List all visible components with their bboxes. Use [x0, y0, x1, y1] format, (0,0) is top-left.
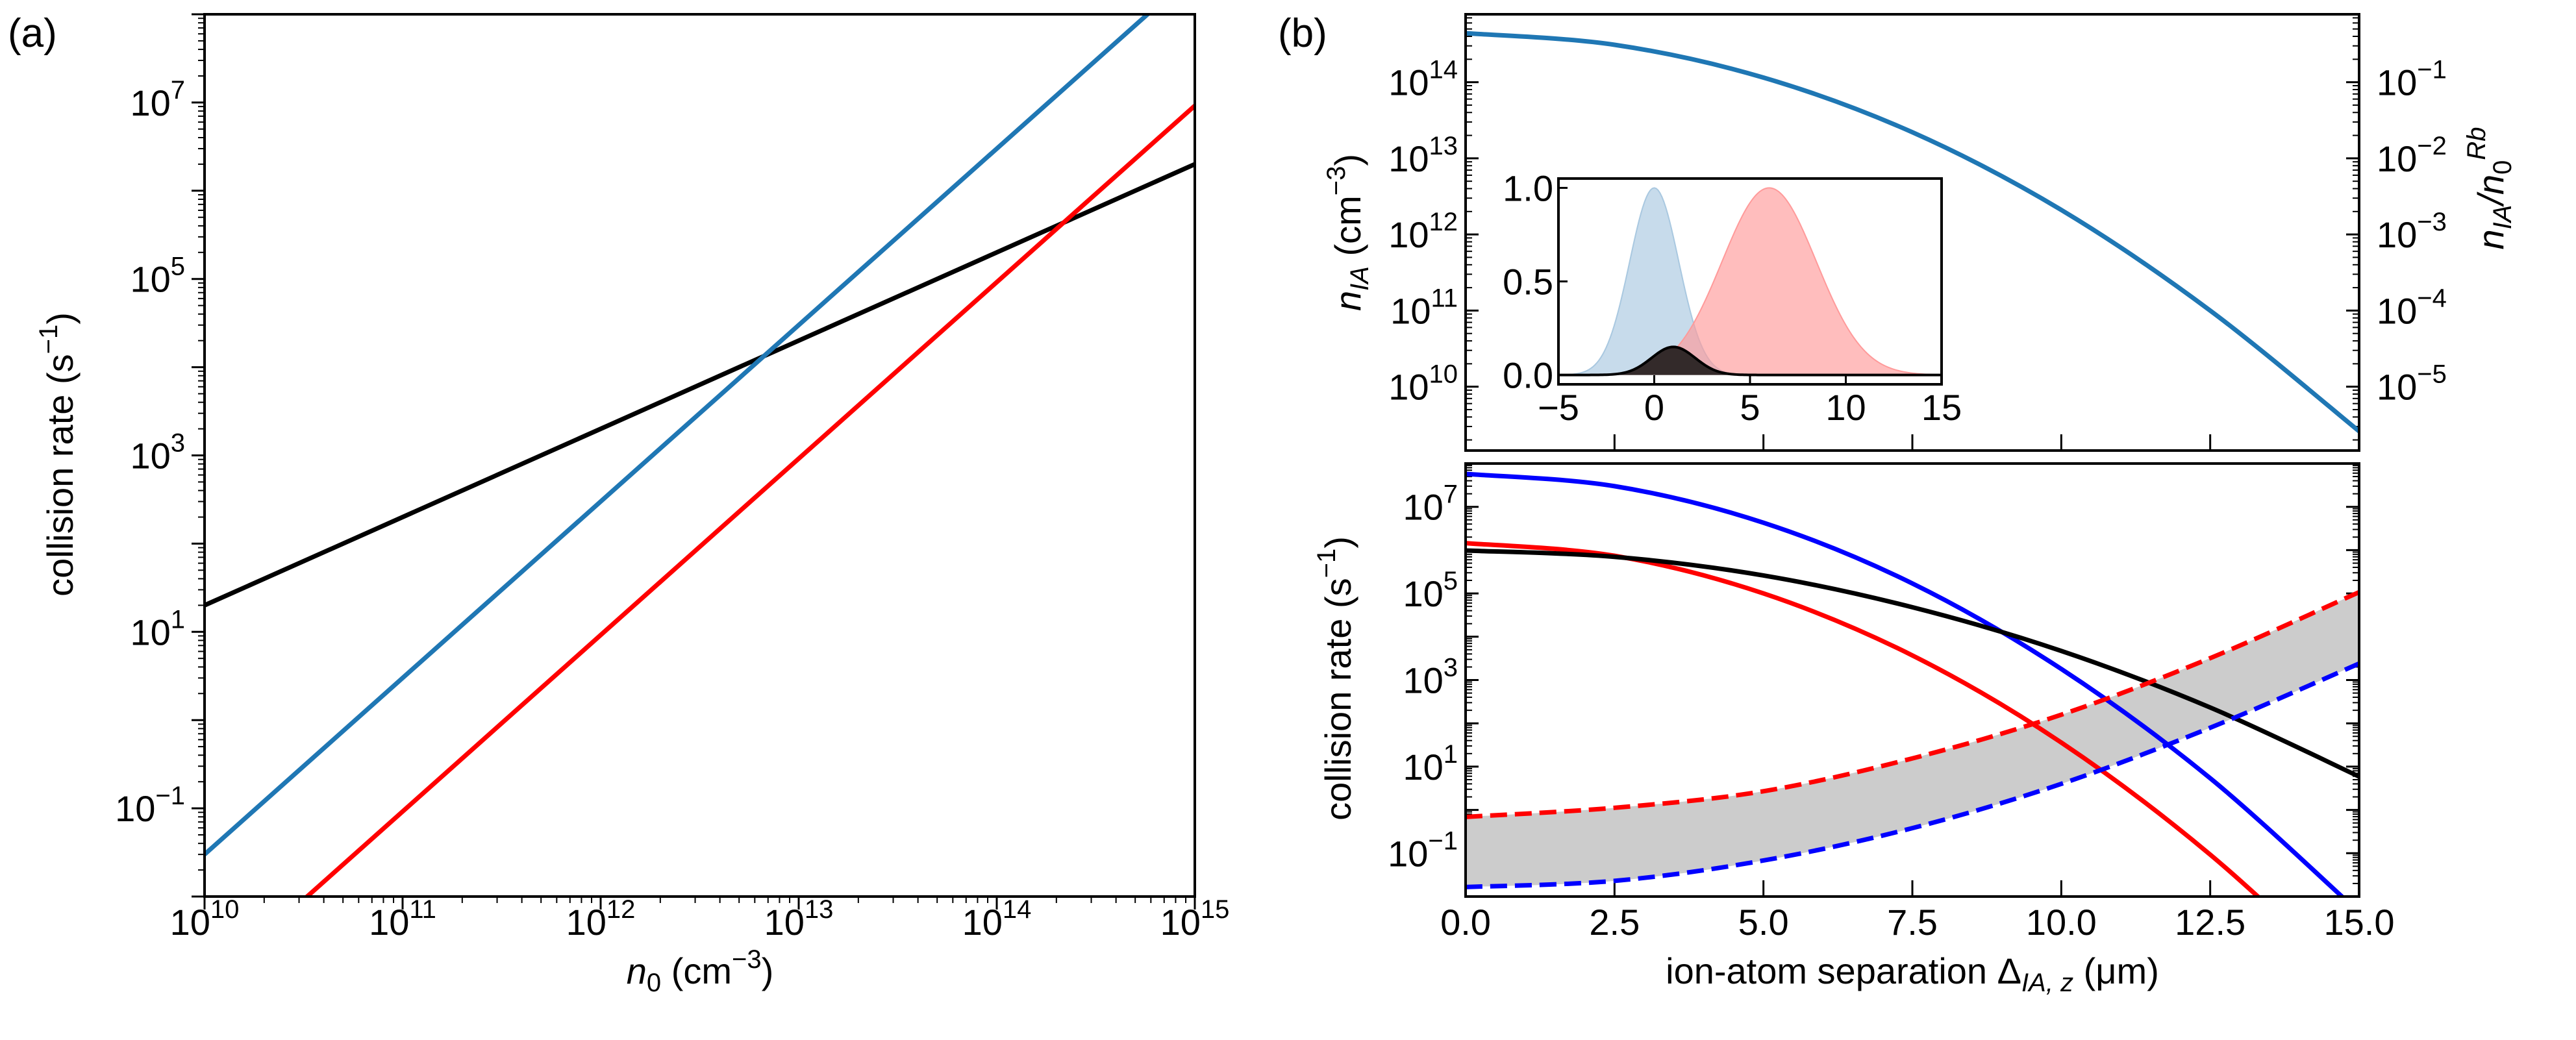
- b-top-y-tick-label: 1014: [1388, 56, 1458, 103]
- b-top-y-tick-label: 1011: [1390, 284, 1458, 331]
- a-x-tick-label: 1015: [1160, 895, 1230, 943]
- a-x-tick-label: 1014: [962, 895, 1032, 943]
- inset-area-ion: [1558, 188, 1942, 375]
- a-y-axis-label: collision rate (s−1): [34, 312, 81, 597]
- inset-y-tick-label: 1.0: [1503, 167, 1553, 208]
- a-series-blue: [205, 14, 1151, 856]
- panel-label-b: (b): [1278, 11, 1327, 56]
- inset-x-tick-label: 5: [1740, 387, 1760, 428]
- b-bottom-y-axis-label: collision rate (s−1): [1312, 536, 1358, 821]
- b-top-right-y-tick-label: 10−4: [2377, 284, 2447, 331]
- b-top-y-tick-label: 1010: [1388, 360, 1458, 408]
- inset-area-overlap: [1558, 347, 1942, 375]
- b-top-y-tick-label: 1013: [1388, 132, 1458, 179]
- b-top-y-tick-label: 1012: [1388, 208, 1458, 255]
- b-top-axes-frame: [1464, 13, 2360, 452]
- a-y-tick-label: 105: [130, 253, 185, 300]
- b-bottom-x-tick-label: 10.0: [2026, 902, 2097, 943]
- b-top-right-y-tick-label: 10−2: [2377, 132, 2447, 179]
- b-top-right-y-tick-label: 10−3: [2377, 208, 2447, 255]
- inset-area-atom: [1558, 188, 1942, 375]
- b-top-right-y-axis-label: nIA/n0Rb: [2462, 127, 2517, 249]
- a-plot-area: [205, 14, 1195, 897]
- inset-x-tick-label: 0: [1644, 387, 1664, 428]
- b-bottom-x-tick-label: 12.5: [2175, 902, 2245, 943]
- panel-label-a: (a): [8, 11, 57, 56]
- a-x-tick-label: 1013: [764, 895, 834, 943]
- b-bottom-y-tick-label: 103: [1403, 654, 1458, 701]
- b-bottom-series-black-solid: [1466, 548, 2359, 779]
- a-axes-frame: [203, 13, 1196, 898]
- inset-y-tick-label: 0.5: [1503, 262, 1553, 303]
- chart-b-inset: −5 0 5 10 15 0.0 0.5 1.0: [1503, 167, 1962, 428]
- b-bottom-x-tick-label: 2.5: [1589, 902, 1640, 943]
- b-bottom-y-tick-label: 107: [1403, 480, 1458, 528]
- b-bottom-y-tick-label: 101: [1403, 740, 1458, 787]
- b-bottom-x-tick-label: 5.0: [1738, 902, 1789, 943]
- b-top-right-y-tick-label: 10−5: [2377, 360, 2447, 408]
- inset-line-overlap: [1558, 345, 1942, 377]
- b-bottom-series-red-dashed: [1466, 589, 2359, 819]
- a-y-tick-label: 103: [130, 429, 185, 477]
- b-top-y-axis-label: nIA (cm−3): [1322, 154, 1374, 311]
- a-series-red: [303, 104, 1195, 897]
- a-x-axis-label: n0 (cm−3): [627, 945, 774, 997]
- a-series-black: [205, 162, 1195, 608]
- chart-b-bottom: 0.0 2.5 5.0 7.5 10.0 12.5 15.0 10−1 101 103 105 107: [1388, 462, 2395, 943]
- a-y-tick-label: 107: [130, 76, 185, 123]
- inset-y-tick-label: 0.0: [1503, 355, 1553, 396]
- b-bottom-y-tick-label: 105: [1403, 567, 1458, 614]
- b-bottom-plot-area: [1466, 471, 2359, 897]
- inset-x-tick-label: 10: [1825, 387, 1866, 428]
- b-bottom-series-blue-solid: [1466, 471, 2345, 897]
- b-bottom-y-tick-label: 10−1: [1388, 826, 1458, 874]
- b-bottom-x-tick-label: 0.0: [1440, 902, 1491, 943]
- b-bottom-axes-frame: [1464, 462, 2360, 898]
- b-bottom-series-blue-dashed: [1466, 661, 2359, 889]
- b-bottom-x-tick-label: 7.5: [1887, 902, 1938, 943]
- b-bottom-x-axis-label: ion-atom separation ΔIA, z (μm): [1666, 950, 2159, 997]
- a-y-tick-label: 101: [130, 605, 185, 652]
- b-bottom-x-tick-label: 15.0: [2324, 902, 2395, 943]
- inset-plot-area: [1558, 187, 1942, 377]
- a-x-tick-label: 1012: [566, 895, 636, 943]
- chart-a: 1010 1011 1012 1013 1014 1015 10−1 101 103 105 107: [115, 13, 1230, 943]
- a-x-tick-label: 1010: [170, 895, 240, 943]
- b-top-plot-area: [1466, 31, 2359, 433]
- inset-x-tick-label: 15: [1921, 387, 1962, 428]
- b-top-series-n_IA: [1466, 31, 2359, 433]
- inset-x-tick-label: −5: [1538, 387, 1579, 428]
- a-y-tick-label: 10−1: [115, 782, 185, 829]
- a-x-tick-label: 1011: [369, 895, 436, 943]
- b-bottom-fill-between: [1466, 592, 2359, 887]
- b-top-right-y-tick-label: 10−1: [2377, 56, 2447, 103]
